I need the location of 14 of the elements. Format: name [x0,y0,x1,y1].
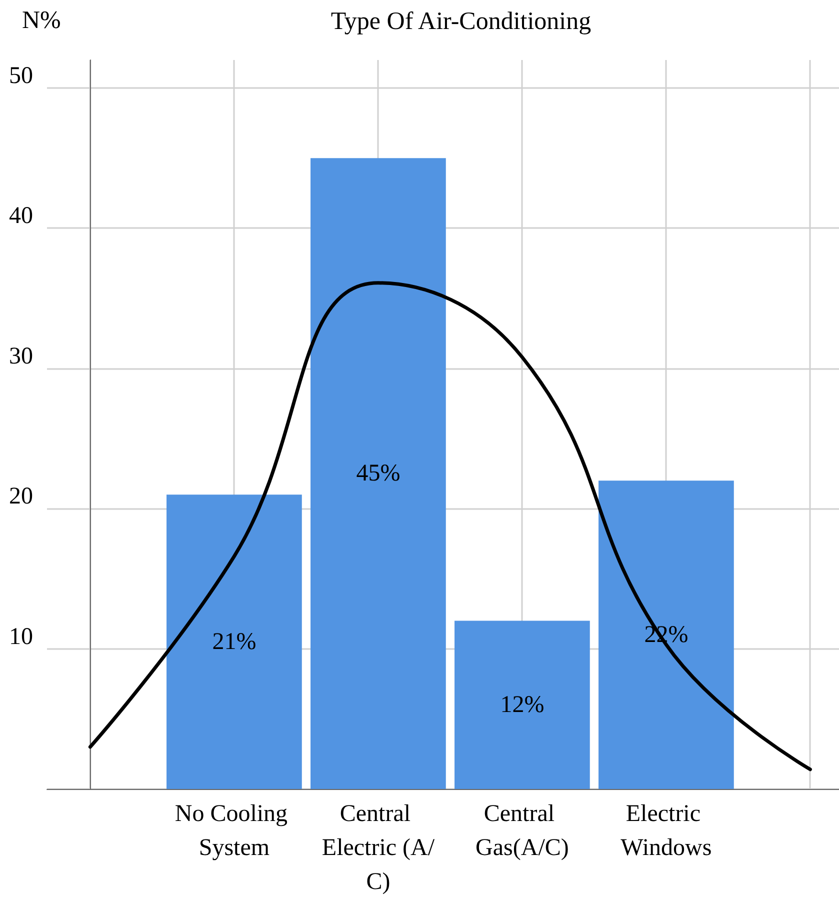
data-label: 45% [356,460,400,487]
x-tick-label: Central Gas(A/C) [476,801,569,861]
y-tick-label: 30 [9,343,33,370]
data-label: 12% [500,692,544,718]
y-tick-label: 50 [9,63,33,90]
y-tick-label: 40 [9,203,33,230]
y-tick-label: 20 [9,484,33,510]
y-axis-title: N% [22,7,61,34]
x-tick-label: Central Electric (A/C) [322,801,435,895]
data-label: 21% [212,628,256,655]
x-tick-label: No Cooling System [174,801,294,861]
x-tick-label: Electric Windows [620,801,712,861]
chart-title: Type Of Air-Conditioning [330,8,592,35]
y-tick-label: 10 [9,624,33,650]
